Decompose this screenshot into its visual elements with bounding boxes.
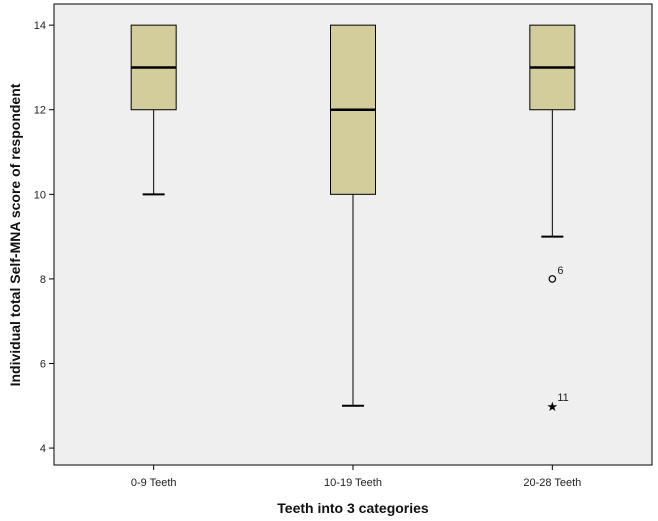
outlier-case-label: 11	[557, 392, 568, 404]
outlier-case-label: 6	[557, 265, 563, 277]
box-group	[130, 24, 177, 196]
y-tick-label: 10	[34, 189, 46, 201]
x-axis-ticks: 0-9 Teeth 10-19 Teeth 20-28 Teeth	[131, 465, 581, 489]
y-tick-label: 14	[34, 20, 46, 32]
extreme-outlier-point: ★	[547, 400, 559, 415]
x-tick-label: 0-9 Teeth	[131, 477, 177, 489]
y-axis-ticks: 4 6 8 10 12 14	[34, 20, 54, 455]
y-tick-label: 6	[40, 358, 46, 370]
box-group	[330, 24, 376, 407]
x-axis-title: Teeth into 3 categories	[277, 500, 429, 516]
y-tick-label: 12	[34, 105, 46, 117]
outlier-point	[548, 275, 557, 283]
y-tick-label: 8	[40, 274, 46, 286]
y-tick-label: 4	[40, 443, 46, 455]
x-tick-label: 10-19 Teeth	[324, 477, 382, 489]
x-tick-label: 20-28 Teeth	[523, 477, 581, 489]
box-series: 6 ★11	[130, 24, 576, 415]
box-group: 6 ★11	[529, 24, 576, 415]
y-axis-title: Individual total Self-MNA score of respo…	[7, 83, 23, 386]
